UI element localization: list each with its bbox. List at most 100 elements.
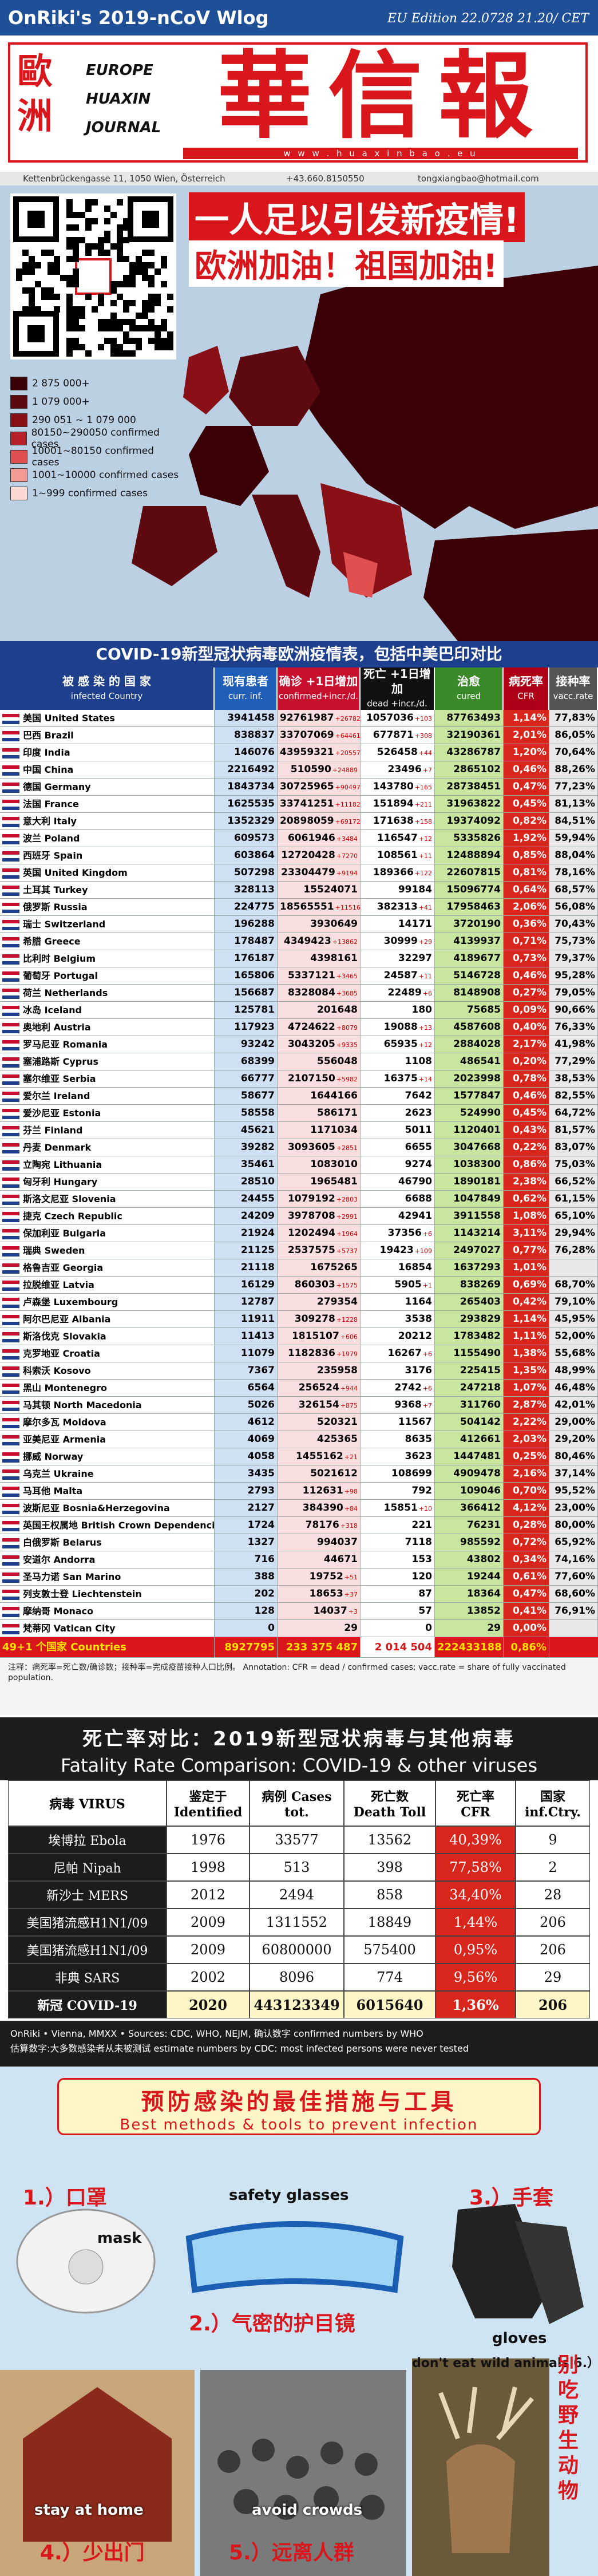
flag [2, 851, 19, 862]
dead: 677871 [373, 729, 414, 741]
qr-module [148, 262, 155, 268]
country: 比利时 Belgium [0, 950, 215, 967]
dead: 7118 [405, 1536, 432, 1548]
legend-label: 1 079 000+ [32, 396, 90, 408]
vacc-rate: 66,52% [555, 1176, 595, 1187]
confirmed-cell: 44671 [278, 1551, 361, 1568]
qr-module [155, 325, 161, 331]
cfr-cell: 2,03% [504, 1431, 549, 1448]
flag [2, 1606, 19, 1617]
dead-cell: 2623 [361, 1105, 435, 1121]
cured-cell: 1637293 [435, 1259, 504, 1276]
vacc-rate: 59,94% [555, 832, 595, 844]
cfr-cell: 1,92% [504, 830, 549, 847]
comparison-cell: 新冠 COVID-19 [8, 1991, 167, 2018]
confirmed-cell: 556048 [278, 1053, 361, 1070]
flag [2, 1486, 19, 1497]
qr-finder [142, 211, 159, 228]
prevention-illustrations [0, 2204, 584, 2576]
current-cell: 5026 [215, 1397, 278, 1413]
country-name: 挪威 Norway [23, 1451, 84, 1462]
confirmed-cell: 1079192 +2803 [278, 1191, 361, 1207]
qr-module [73, 306, 79, 313]
dead-cell: 153 [361, 1551, 435, 1568]
vacc-cell: 90,66% [549, 1002, 598, 1018]
confirmed: 29 [344, 1622, 358, 1634]
flag [2, 1417, 19, 1428]
qr-module [66, 350, 73, 357]
qr-module [22, 250, 29, 256]
cfr-cell: 1,14% [504, 710, 549, 726]
flag [2, 1091, 19, 1102]
cfr-cell: 0,27% [504, 985, 549, 1001]
confirmed-increase: +1575 [336, 1282, 358, 1289]
confirmed: 18653 [309, 1588, 343, 1599]
dead-cell: 171638 +158 [361, 813, 435, 829]
confirmed: 1675265 [310, 1262, 358, 1273]
vacc-cell: 76,33% [549, 1019, 598, 1036]
house-icon [23, 2387, 172, 2542]
map-region [298, 266, 598, 529]
qr-code [10, 193, 176, 359]
cured: 2884028 [453, 1038, 501, 1050]
dead: 6688 [405, 1193, 432, 1204]
vacc-cell: 79,05% [549, 985, 598, 1001]
qr-module [41, 294, 47, 300]
country-name: 波兰 Poland [23, 833, 80, 844]
table-row: 瑞典 Sweden 21125 2537575 +5737 19423 +109 24970… [0, 1242, 598, 1259]
comparison-col: 国家 inf.Ctry. [516, 1780, 590, 1826]
qr-module [136, 344, 142, 350]
table-row: 法国 France162553533741251+111823151894+21… [0, 796, 598, 813]
qr-module [16, 275, 22, 281]
dead-cell: 16375 +14 [361, 1070, 435, 1087]
confirmed-cell: 3978708 +2991 [278, 1208, 361, 1224]
dead-cell: 3538 [361, 1311, 435, 1327]
qr-module [98, 237, 104, 243]
cured: 87763493 [446, 712, 501, 724]
current-infected: 45621 [240, 1124, 275, 1136]
confirmed-cell: 4724622 +8079 [278, 1019, 361, 1036]
cured-cell: 2884028 [435, 1036, 504, 1053]
dead-increase: +11 [418, 852, 432, 860]
cured-cell: 2865102 [435, 761, 504, 778]
logo-line: HUAXIN [86, 90, 151, 108]
qr-modules [16, 199, 173, 357]
vacc-rate: 38,53% [555, 1073, 595, 1084]
dead: 180 [411, 1004, 433, 1016]
cured-cell: 838269 [435, 1277, 504, 1293]
qr-module [110, 319, 117, 325]
qr-module [136, 262, 142, 268]
vacc-cell: 29,94% [549, 1225, 598, 1242]
dead: 19088 [383, 1021, 418, 1033]
current-cell: 11079 [215, 1345, 278, 1362]
qr-module [79, 306, 85, 313]
dead-cell: 677871 +308 [361, 727, 435, 744]
vacc-cell: 95,52% [549, 1483, 598, 1499]
cfr: 0,22% [513, 1141, 546, 1153]
current-cell: 68399 [215, 1053, 278, 1070]
cfr-cell: 2,22% [504, 1414, 549, 1431]
comparison-col: 死亡率 CFR [435, 1780, 516, 1826]
current-cell: 45621 [215, 1122, 278, 1139]
country: 瑞典 Sweden [0, 1242, 215, 1259]
confirmed-increase: +2991 [336, 1213, 358, 1220]
dead-cell: 9274 [361, 1156, 435, 1173]
qr-module [110, 281, 117, 287]
dead: 143780 [373, 781, 414, 792]
comparison-cell: 2494 [250, 1881, 344, 1909]
current-cell: 11911 [215, 1311, 278, 1327]
confirmed-increase: +21 [344, 1453, 358, 1461]
country-name: 西班牙 Spain [23, 850, 83, 861]
vacc-rate: 77,23% [555, 781, 595, 792]
table-row: 捷克 Czech Republic 24209 3978708 +2991 42941 3… [0, 1208, 598, 1225]
total-value: 2 014 504 [374, 1641, 432, 1653]
country-name: 冰岛 Iceland [23, 1005, 82, 1016]
column-header-en: curr. inf. [228, 691, 263, 701]
vacc-cell: 81,13% [549, 796, 598, 812]
current-infected: 21118 [240, 1262, 275, 1273]
cfr: 0,86% [513, 1159, 546, 1170]
vacc-cell: 75,03% [549, 1156, 598, 1173]
vacc-cell: 64,72% [549, 1105, 598, 1121]
country-name: 德国 Germany [23, 781, 91, 792]
dead-cell: 5905 +1 [361, 1277, 435, 1293]
